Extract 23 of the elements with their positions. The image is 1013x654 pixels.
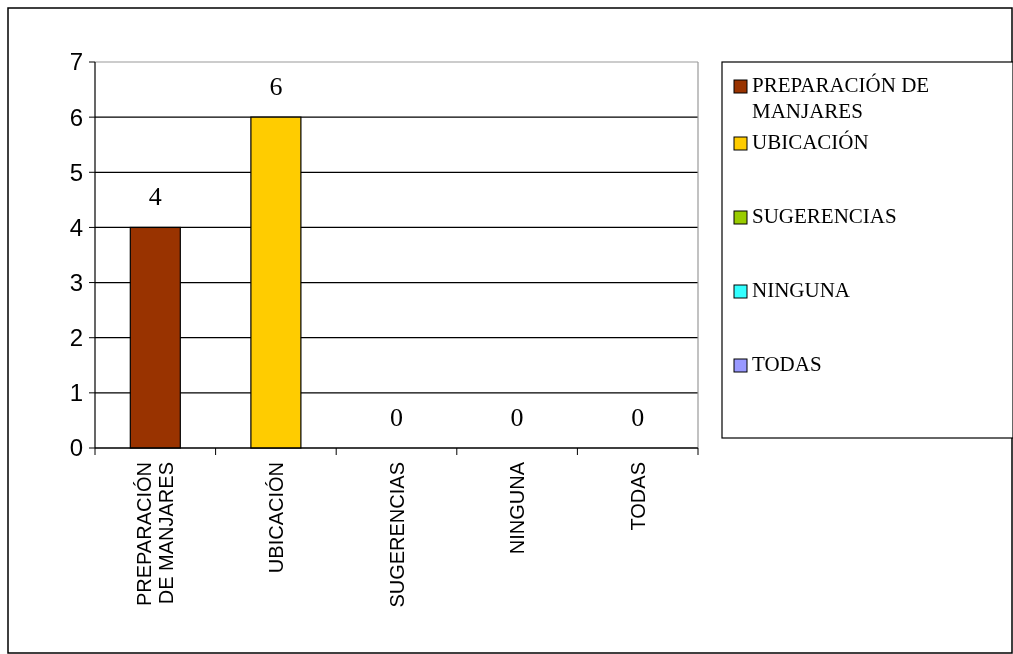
data-label: 6 [269, 72, 283, 102]
y-tick-label: 3 [69, 268, 83, 296]
x-tick-label: UBICACIÓN [264, 462, 287, 574]
data-label: 4 [148, 182, 162, 212]
legend-label: UBICACIÓN [752, 130, 869, 154]
y-tick-label: 6 [69, 103, 83, 131]
data-label: 0 [631, 403, 645, 432]
legend-label: TODAS [752, 352, 822, 376]
y-tick-label: 5 [69, 158, 83, 186]
legend-label: NINGUNA [752, 278, 851, 302]
x-tick-label: SUGERENCIAS [385, 462, 408, 608]
x-tick-label: NINGUNA [506, 461, 529, 555]
legend-label: PREPARACIÓN DE MANJARES [752, 73, 930, 123]
x-tick-label: TODAS [626, 462, 649, 531]
data-label: 0 [510, 403, 524, 432]
y-tick-label: 0 [69, 434, 83, 462]
data-label: 0 [390, 403, 403, 432]
y-tick-label: 4 [69, 213, 83, 241]
y-tick-label: 1 [69, 379, 83, 407]
y-tick-label: 7 [69, 48, 83, 76]
legend-label: SUGERENCIAS [752, 204, 897, 228]
x-tick-label: PREPARACIÓN DE MANJARES [133, 462, 178, 607]
y-tick-label: 2 [69, 324, 83, 352]
